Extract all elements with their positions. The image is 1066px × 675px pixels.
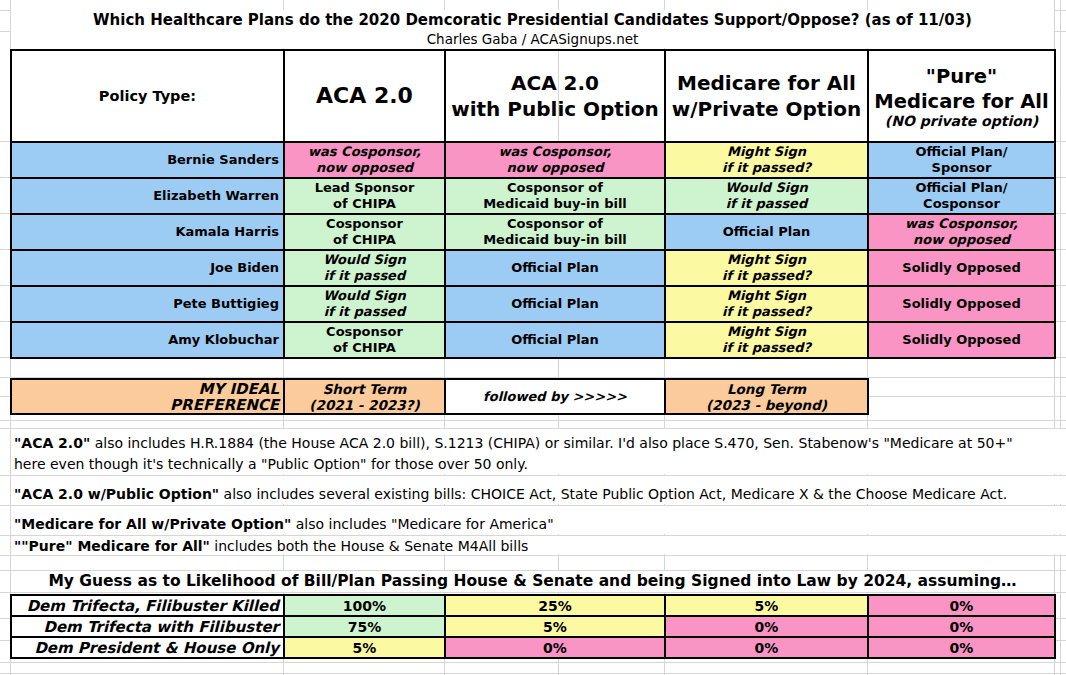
grid-hline <box>0 420 1066 421</box>
grid-vline <box>1060 0 1061 675</box>
likelihood-cell: 5% <box>665 595 868 616</box>
scenario-label: Dem Trifecta, Filibuster Killed <box>11 595 284 616</box>
table-cell: Might Sign if it passed? <box>665 286 868 322</box>
table-cell: Cosponsor of CHIPA <box>284 214 445 250</box>
preference-table: MY IDEAL PREFERENCE Short Term (2021 - 2… <box>10 378 869 415</box>
table-cell: Would Sign if it passed <box>284 250 445 286</box>
preference-cell-short-term: Short Term (2021 - 2023?) <box>284 379 445 414</box>
likelihood-table: Dem Trifecta, Filibuster Killed 100% 25%… <box>10 594 1056 659</box>
candidate-name: Amy Klobuchar <box>11 322 284 358</box>
table-cell: Official Plan/ Sponsor <box>868 142 1055 178</box>
table-row-harris: Kamala Harris Cosponsor of CHIPA Cospons… <box>11 214 1055 250</box>
table-cell: Solidly Opposed <box>868 250 1055 286</box>
grid-hline <box>0 673 1066 674</box>
table-cell: Official Plan <box>445 250 665 286</box>
table-cell: Would Sign if it passed <box>665 178 868 214</box>
likelihood-cell: 0% <box>665 616 868 637</box>
preference-cell-long-term: Long Term (2023 - beyond) <box>665 379 868 414</box>
likelihood-cell: 0% <box>868 616 1055 637</box>
scenario-label: Dem President & House Only <box>11 637 284 658</box>
likelihood-cell: 100% <box>284 595 445 616</box>
likelihood-title: My Guess as to Likelihood of Bill/Plan P… <box>11 571 1054 592</box>
preference-label: MY IDEAL PREFERENCE <box>11 379 284 414</box>
table-cell: Would Sign if it passed <box>284 286 445 322</box>
grid-hline <box>0 555 1066 556</box>
table-cell: Official Plan <box>445 322 665 358</box>
table-row-buttigieg: Pete Buttigieg Would Sign if it passed O… <box>11 286 1055 322</box>
likelihood-row-trifecta-killed: Dem Trifecta, Filibuster Killed 100% 25%… <box>11 595 1055 616</box>
table-cell: Official Plan <box>445 286 665 322</box>
note-lead: "ACA 2.0" <box>14 435 90 451</box>
support-table: Policy Type: ACA 2.0 ACA 2.0 with Public… <box>10 49 1056 359</box>
col-header-policy-type: Policy Type: <box>11 50 284 142</box>
likelihood-cell: 0% <box>868 595 1055 616</box>
note-rest: also includes H.R.1884 (the House ACA 2.… <box>14 435 1013 472</box>
grid-hline <box>0 592 1066 593</box>
col-header-pure-m4a: "Pure" Medicare for All(NO private optio… <box>868 50 1055 142</box>
likelihood-cell: 25% <box>445 595 665 616</box>
table-cell: Official Plan/ Cosponsor <box>868 178 1055 214</box>
table-cell: was Cosponsor, now opposed <box>445 142 665 178</box>
likelihood-cell: 5% <box>284 637 445 658</box>
table-cell: Solidly Opposed <box>868 286 1055 322</box>
table-row-warren: Elizabeth Warren Lead Sponsor of CHIPA C… <box>11 178 1055 214</box>
table-cell: Might Sign if it passed? <box>665 142 868 178</box>
note-rest: also includes several existing bills: CH… <box>219 486 1007 502</box>
table-cell: Cosponsor of Medicaid buy-in bill <box>445 214 665 250</box>
page-title: Which Healthcare Plans do the 2020 Demco… <box>11 10 1054 31</box>
table-cell: Lead Sponsor of CHIPA <box>284 178 445 214</box>
candidate-name: Joe Biden <box>11 250 284 286</box>
note-m4a-private-option: "Medicare for All w/Private Option" also… <box>11 506 1063 534</box>
likelihood-cell: 75% <box>284 616 445 637</box>
note-lead: "ACA 2.0 w/Public Option" <box>14 486 219 502</box>
note-rest: also includes "Medicare for America" <box>291 516 553 532</box>
table-cell: was Cosponsor, now opposed <box>868 214 1055 250</box>
table-row-sanders: Bernie Sanders was Cosponsor, now oppose… <box>11 142 1055 178</box>
scenario-label: Dem Trifecta with Filibuster <box>11 616 284 637</box>
table-row-biden: Joe Biden Would Sign if it passed Offici… <box>11 250 1055 286</box>
note-pure-m4a: ""Pure" Medicare for All" includes both … <box>11 536 1063 554</box>
spreadsheet-page: Which Healthcare Plans do the 2020 Demco… <box>0 0 1066 675</box>
header-row: Policy Type: ACA 2.0 ACA 2.0 with Public… <box>11 50 1055 142</box>
candidate-name: Kamala Harris <box>11 214 284 250</box>
col-header-m4a-private-option: Medicare for All w/Private Option <box>665 50 868 142</box>
preference-row: MY IDEAL PREFERENCE Short Term (2021 - 2… <box>11 379 868 414</box>
table-cell: Might Sign if it passed? <box>665 322 868 358</box>
page-subtitle: Charles Gaba / ACASignups.net <box>11 31 1054 48</box>
preference-cell-followed-by: followed by >>>>> <box>445 379 665 414</box>
note-aca20-public-option: "ACA 2.0 w/Public Option" also includes … <box>11 476 1063 504</box>
likelihood-row-trifecta-filibuster: Dem Trifecta with Filibuster 75% 5% 0% 0… <box>11 616 1055 637</box>
table-cell: Solidly Opposed <box>868 322 1055 358</box>
table-cell: Cosponsor of CHIPA <box>284 322 445 358</box>
candidate-name: Elizabeth Warren <box>11 178 284 214</box>
col-header-aca20-public-option: ACA 2.0 with Public Option <box>445 50 665 142</box>
col-header-pure-m4a-label: "Pure" Medicare for All <box>869 64 1054 114</box>
table-cell: Cosponsor of Medicaid buy-in bill <box>445 178 665 214</box>
candidate-name: Pete Buttigieg <box>11 286 284 322</box>
note-aca20: "ACA 2.0" also includes H.R.1884 (the Ho… <box>11 429 1063 474</box>
col-header-aca20: ACA 2.0 <box>284 50 445 142</box>
likelihood-cell: 0% <box>665 637 868 658</box>
likelihood-cell: 0% <box>445 637 665 658</box>
likelihood-cell: 5% <box>445 616 665 637</box>
note-lead: ""Pure" Medicare for All" <box>14 538 210 554</box>
table-cell: was Cosponsor, now opposed <box>284 142 445 178</box>
table-row-klobuchar: Amy Klobuchar Cosponsor of CHIPA Officia… <box>11 322 1055 358</box>
candidate-name: Bernie Sanders <box>11 142 284 178</box>
table-cell: Might Sign if it passed? <box>665 250 868 286</box>
col-header-pure-m4a-note: (NO private option) <box>869 114 1054 129</box>
note-lead: "Medicare for All w/Private Option" <box>14 516 291 532</box>
table-cell: Official Plan <box>665 214 868 250</box>
grid-hline <box>0 662 1066 663</box>
likelihood-cell: 0% <box>868 637 1055 658</box>
note-rest: includes both the House & Senate M4All b… <box>210 538 528 554</box>
likelihood-row-president-house: Dem President & House Only 5% 0% 0% 0% <box>11 637 1055 658</box>
